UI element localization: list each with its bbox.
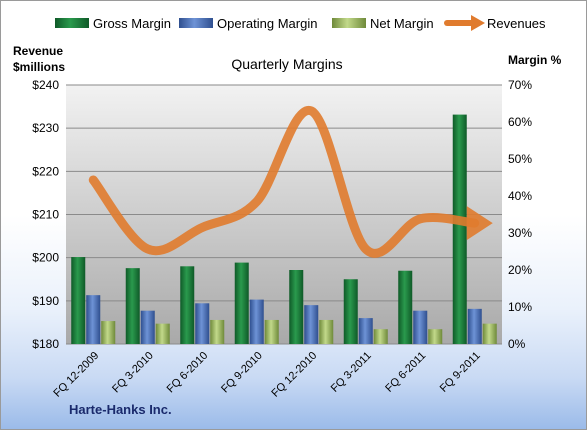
bar-net-margin [101, 321, 116, 344]
bar-series [71, 114, 497, 344]
bar-net-margin [482, 323, 497, 344]
bar-operating-margin [86, 295, 101, 344]
bar-gross-margin [289, 270, 304, 344]
bar-operating-margin [249, 299, 264, 344]
right-axis-ticks: 0% 10% 20% 30% 40% 50% 60% 70% [508, 78, 532, 351]
right-tick-label: 50% [508, 152, 532, 166]
right-tick-label: 60% [508, 115, 532, 129]
legend-item-operating-margin: Operating Margin [179, 16, 317, 31]
category-label: FQ 6-2010 [165, 350, 211, 396]
left-axis-label-line1: Revenue [13, 44, 63, 58]
bar-gross-margin [398, 270, 413, 344]
left-tick-label: $240 [32, 78, 59, 92]
legend-swatch-gross-margin [55, 18, 89, 28]
bar-operating-margin [304, 305, 319, 344]
left-tick-label: $200 [32, 251, 59, 265]
category-label: FQ 9-2010 [219, 350, 265, 396]
legend-swatch-operating-margin [179, 18, 213, 28]
category-label: FQ 12-2010 [269, 350, 319, 400]
bar-operating-margin [467, 308, 482, 344]
company-name: Harte-Hanks Inc. [69, 402, 172, 417]
right-tick-label: 30% [508, 226, 532, 240]
legend-swatch-net-margin [332, 18, 366, 28]
legend-item-net-margin: Net Margin [332, 16, 434, 31]
legend-arrowhead-revenues [471, 15, 485, 31]
bar-gross-margin [343, 279, 358, 344]
bar-gross-margin [180, 266, 195, 344]
left-tick-label: $230 [32, 121, 59, 135]
left-tick-label: $220 [32, 164, 59, 178]
bar-net-margin [210, 319, 225, 344]
legend-label-net-margin: Net Margin [370, 16, 434, 31]
legend-label-revenues: Revenues [487, 16, 546, 31]
bar-operating-margin [195, 303, 210, 344]
chart-title: Quarterly Margins [231, 56, 342, 72]
category-label: FQ 3-2010 [110, 350, 156, 396]
legend-label-gross-margin: Gross Margin [93, 16, 171, 31]
right-tick-label: 10% [508, 300, 532, 314]
right-axis-label: Margin % [508, 53, 562, 67]
revenue-line-path [88, 106, 480, 258]
left-tick-label: $210 [32, 208, 59, 222]
bar-gross-margin [71, 257, 86, 344]
bar-operating-margin [358, 318, 373, 344]
left-tick-label: $180 [32, 337, 59, 351]
bar-net-margin [373, 329, 388, 344]
bar-gross-margin [234, 262, 249, 344]
revenue-line-arrowhead [466, 206, 493, 241]
bar-net-margin [319, 319, 334, 344]
legend-item-gross-margin: Gross Margin [55, 16, 171, 31]
left-axis-label-line2: $millions [13, 60, 65, 74]
bar-net-margin [155, 323, 170, 344]
bar-net-margin [264, 319, 279, 344]
legend-item-revenues: Revenues [444, 15, 546, 31]
left-axis-ticks: $180 $190 $200 $210 $220 $230 $240 [32, 78, 59, 351]
bar-operating-margin [413, 310, 428, 344]
bar-operating-margin [140, 310, 155, 344]
right-tick-label: 40% [508, 189, 532, 203]
category-label: FQ 9-2011 [438, 350, 483, 395]
legend-label-operating-margin: Operating Margin [217, 16, 317, 31]
revenue-line [88, 106, 493, 258]
right-tick-label: 20% [508, 263, 532, 277]
right-tick-label: 70% [508, 78, 532, 92]
category-label: FQ 6-2011 [383, 350, 428, 395]
category-label: FQ 3-2011 [329, 350, 374, 395]
category-labels: FQ 12-2009 FQ 3-2010 FQ 6-2010 FQ 9-2010 FQ … [51, 350, 482, 400]
left-tick-label: $190 [32, 294, 59, 308]
legend: Gross Margin Operating Margin Net Margin… [55, 15, 546, 31]
right-tick-label: 0% [508, 337, 526, 351]
category-label: FQ 12-2009 [51, 350, 101, 400]
bar-gross-margin [125, 268, 140, 344]
bar-net-margin [428, 329, 443, 344]
bar-gross-margin [452, 114, 467, 344]
